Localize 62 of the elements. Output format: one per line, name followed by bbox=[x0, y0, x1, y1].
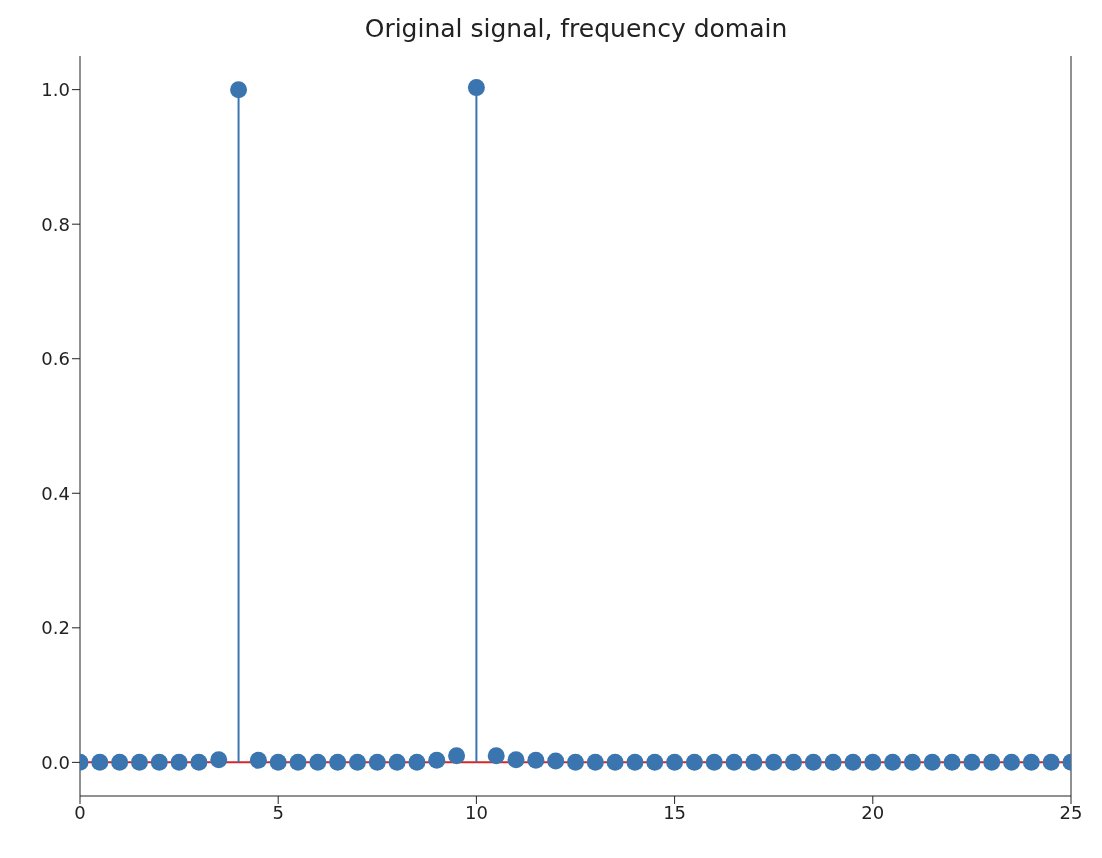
y-tick-label: 0.2 bbox=[41, 617, 70, 639]
point bbox=[428, 751, 446, 769]
point bbox=[1003, 753, 1021, 771]
point bbox=[210, 751, 228, 769]
point bbox=[626, 753, 644, 771]
point bbox=[289, 753, 307, 771]
point bbox=[785, 753, 803, 771]
y-tick-label: 0.4 bbox=[41, 482, 70, 504]
point bbox=[903, 753, 921, 771]
x-tick-label: 0 bbox=[74, 801, 86, 823]
y-tick-label: 0.8 bbox=[41, 213, 70, 235]
point bbox=[1022, 753, 1040, 771]
y-tick-label: 1.0 bbox=[41, 79, 70, 101]
point bbox=[547, 752, 565, 770]
point bbox=[884, 753, 902, 771]
point bbox=[329, 753, 347, 771]
point bbox=[567, 753, 584, 771]
point bbox=[606, 753, 624, 771]
y-tick-label: 0.6 bbox=[41, 348, 70, 370]
point bbox=[923, 753, 941, 771]
point bbox=[705, 753, 723, 771]
point bbox=[249, 751, 267, 769]
point bbox=[685, 753, 703, 771]
point bbox=[348, 753, 366, 771]
point bbox=[765, 753, 783, 771]
point bbox=[963, 753, 981, 771]
point bbox=[824, 753, 842, 771]
point bbox=[150, 753, 168, 771]
point bbox=[130, 753, 148, 771]
point bbox=[388, 753, 406, 771]
point bbox=[408, 753, 426, 771]
point bbox=[309, 753, 327, 771]
point bbox=[1042, 753, 1060, 771]
point bbox=[467, 79, 485, 97]
point bbox=[864, 753, 882, 771]
point bbox=[844, 753, 862, 771]
point bbox=[111, 753, 129, 771]
point bbox=[983, 753, 1001, 771]
point bbox=[368, 753, 386, 771]
point bbox=[91, 753, 109, 771]
point bbox=[586, 753, 604, 771]
point bbox=[804, 753, 822, 771]
point bbox=[666, 753, 684, 771]
point bbox=[269, 753, 287, 771]
chart-title: Original signal, frequency domain bbox=[363, 14, 789, 43]
point bbox=[190, 753, 208, 771]
x-tick-label: 25 bbox=[1059, 801, 1083, 823]
x-tick-label: 5 bbox=[272, 801, 284, 823]
x-tick-label: 10 bbox=[464, 801, 488, 823]
point bbox=[646, 753, 664, 771]
point bbox=[527, 751, 545, 769]
x-tick-label: 20 bbox=[861, 801, 885, 823]
x-tick-label: 15 bbox=[663, 801, 687, 823]
point bbox=[230, 81, 248, 99]
y-tick-label: 0.0 bbox=[41, 751, 70, 773]
point bbox=[725, 753, 743, 771]
point bbox=[170, 753, 188, 771]
point bbox=[943, 753, 961, 771]
point bbox=[507, 751, 525, 769]
point bbox=[745, 753, 763, 771]
point bbox=[448, 747, 466, 765]
point bbox=[487, 747, 505, 765]
